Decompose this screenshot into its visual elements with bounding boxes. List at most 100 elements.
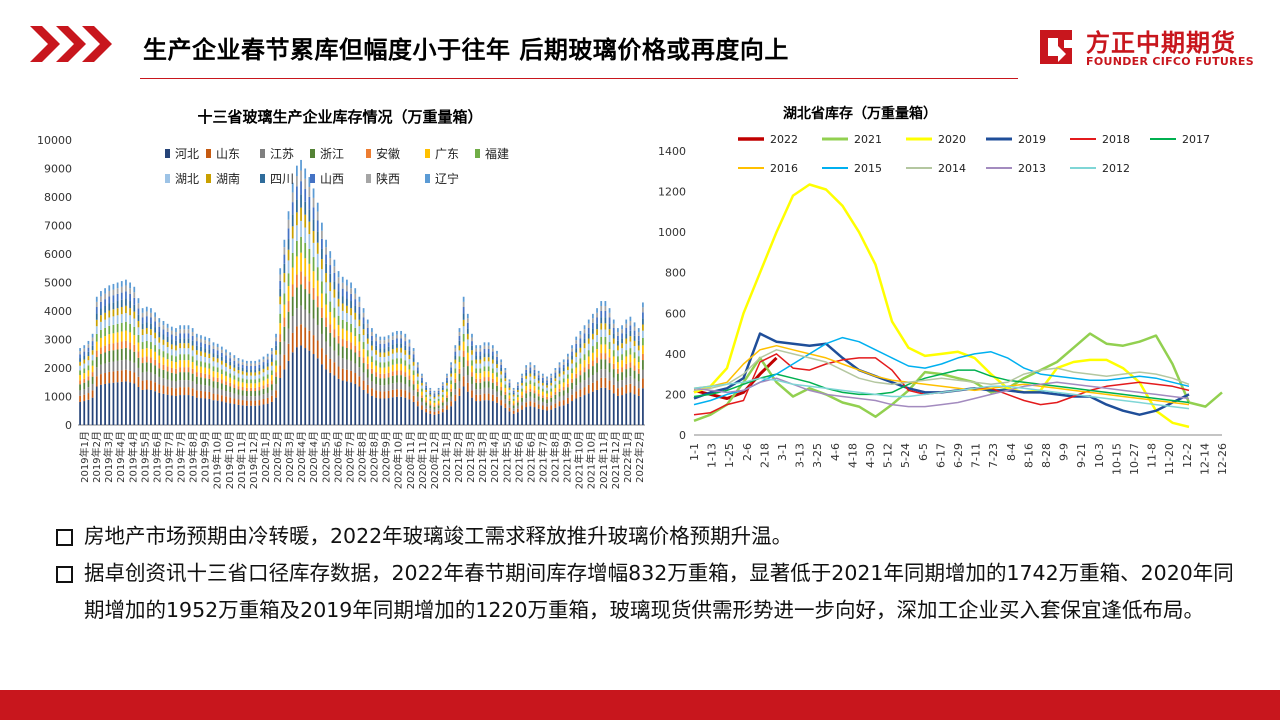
bar-segment-福建	[137, 334, 140, 343]
bar-segment-山西	[596, 317, 598, 324]
bar-segment-四川	[220, 356, 223, 361]
legend-label: 2017	[1182, 133, 1210, 146]
bar-segment-山西	[629, 325, 632, 331]
bar-segment-福建	[187, 354, 190, 361]
bar-segment-山东	[579, 389, 582, 397]
bar-segment-浙江	[404, 376, 407, 384]
bar-segment-江苏	[329, 346, 332, 359]
bar-segment-江苏	[158, 376, 161, 385]
legend-label: 2015	[854, 162, 882, 175]
bar-segment-湖北	[516, 392, 519, 395]
bar-segment-安徽	[104, 345, 106, 353]
bar-segment-广东	[333, 317, 336, 330]
bar-segment-浙江	[254, 391, 257, 397]
bar-segment-山西	[275, 341, 277, 346]
bar-segment-湖北	[446, 385, 448, 389]
bar-segment-山西	[625, 327, 628, 334]
bar-segment-山西	[141, 317, 144, 324]
bar-segment-浙江	[504, 394, 507, 400]
bar-segment-湖北	[158, 342, 161, 350]
bar-segment-陕西	[304, 178, 307, 190]
bar-segment-福建	[479, 368, 482, 374]
bar-segment-浙江	[321, 317, 323, 334]
bar-segment-河北	[479, 401, 482, 425]
bar-segment-陕西	[583, 329, 586, 334]
bar-segment-辽宁	[141, 308, 144, 313]
bar-segment-河北	[346, 381, 348, 425]
bar-segment-浙江	[158, 368, 161, 377]
bar-segment-山西	[387, 342, 390, 347]
x-tick-label: 2019年4月	[114, 431, 127, 483]
y-tick-label: 10000	[37, 134, 72, 147]
bar-segment-山西	[546, 380, 548, 383]
bar-segment-安徽	[366, 363, 369, 370]
bar-segment-山东	[491, 394, 494, 402]
bar-segment-福建	[533, 382, 536, 387]
bar-segment-山西	[562, 364, 565, 368]
bar-segment-安徽	[592, 360, 594, 367]
bar-segment-湖北	[375, 354, 377, 361]
bar-segment-河北	[587, 393, 590, 425]
bar-segment-陕西	[375, 337, 377, 342]
bar-segment-湖北	[175, 350, 177, 357]
bar-segment-福建	[508, 392, 511, 396]
bar-segment-湖北	[308, 234, 311, 249]
bar-segment-湖北	[425, 392, 427, 395]
bar-segment-四川	[612, 333, 615, 339]
bar-segment-山东	[421, 405, 423, 410]
bar-segment-陕西	[321, 230, 323, 239]
bar-segment-山东	[429, 410, 432, 414]
bar-segment-湖南	[546, 385, 548, 388]
bar-segment-湖北	[204, 356, 207, 363]
bar-segment-山东	[475, 394, 478, 402]
legend-label: 福建	[485, 146, 509, 161]
bar-segment-湖北	[462, 326, 465, 334]
bar-segment-山东	[108, 371, 111, 384]
bar-segment-浙江	[379, 378, 382, 386]
bar-segment-河北	[170, 395, 173, 425]
bar-segment-山东	[354, 373, 357, 384]
bar-segment-江苏	[220, 389, 223, 396]
bar-segment-辽宁	[308, 177, 311, 187]
bar-segment-广东	[262, 380, 265, 386]
bar-segment-江苏	[125, 359, 127, 370]
bar-segment-安徽	[600, 353, 603, 360]
bar-segment-湖北	[533, 378, 536, 383]
x-tick-label: 2020年3月	[283, 431, 296, 483]
bar-segment-辽宁	[375, 333, 377, 338]
bar-segment-浙江	[137, 357, 140, 368]
bar-segment-山东	[496, 396, 498, 403]
bar-segment-辽宁	[554, 368, 557, 371]
bar-segment-福建	[95, 333, 98, 342]
bar-segment-福建	[150, 342, 152, 350]
bar-segment-广东	[216, 372, 219, 378]
bar-segment-四川	[350, 301, 352, 309]
bar-segment-湖北	[233, 371, 236, 376]
bar-segment-浙江	[516, 402, 519, 406]
bar-segment-江苏	[183, 380, 186, 388]
bar-segment-河北	[200, 398, 202, 425]
bar-segment-山东	[325, 354, 327, 370]
bar-segment-湖南	[337, 298, 340, 307]
bar-segment-福建	[270, 370, 273, 375]
bar-segment-山西	[191, 335, 194, 341]
bar-segment-四川	[416, 370, 419, 374]
bar-segment-山东	[166, 386, 169, 395]
bar-segment-广东	[91, 365, 94, 373]
bar-segment-河北	[225, 402, 227, 425]
bar-segment-山东	[379, 391, 382, 399]
bar-segment-四川	[483, 353, 486, 358]
bar-segment-四川	[225, 359, 227, 364]
bar-segment-河北	[583, 395, 586, 425]
bar-segment-湖北	[604, 329, 607, 337]
bar-segment-山西	[400, 338, 402, 344]
bar-segment-湖南	[629, 336, 632, 342]
x-tick-label: 2019年3月	[102, 431, 115, 483]
x-tick-label: 2021年6月	[524, 431, 537, 483]
bar-segment-湖北	[133, 318, 136, 327]
bar-segment-陕西	[429, 389, 432, 391]
bar-segment-山东	[587, 384, 590, 394]
bar-segment-陕西	[416, 364, 419, 368]
x-tick-label: 6-17	[934, 443, 947, 468]
bar-segment-江苏	[296, 308, 298, 327]
